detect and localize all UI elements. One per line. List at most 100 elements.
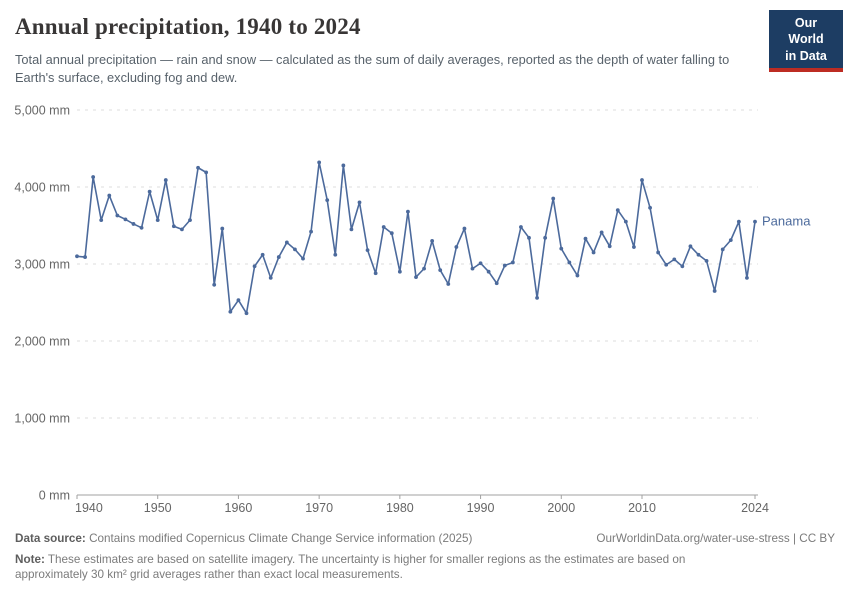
data-point[interactable] — [704, 259, 709, 263]
x-axis-tick-label: 2000 — [547, 501, 575, 515]
data-point[interactable] — [510, 260, 515, 265]
x-axis-tick-label: 1950 — [144, 501, 172, 515]
data-point[interactable] — [575, 273, 580, 278]
data-point[interactable] — [543, 235, 548, 240]
data-point[interactable] — [414, 275, 418, 279]
data-point[interactable] — [607, 244, 612, 249]
data-point[interactable] — [276, 255, 281, 259]
chart-subtitle: Total annual precipitation — rain and sn… — [15, 52, 730, 86]
data-point[interactable] — [389, 231, 394, 236]
data-point[interactable] — [155, 218, 160, 223]
data-point[interactable] — [349, 227, 354, 232]
data-point[interactable] — [196, 165, 200, 170]
data-point[interactable] — [591, 250, 596, 255]
data-point[interactable] — [397, 269, 402, 274]
data-point[interactable] — [527, 235, 531, 240]
data-point[interactable] — [341, 163, 346, 168]
data-point[interactable] — [583, 236, 588, 241]
data-point[interactable] — [244, 311, 249, 316]
data-point[interactable] — [446, 282, 451, 286]
data-point[interactable] — [357, 200, 362, 205]
data-point[interactable] — [664, 262, 669, 267]
data-point[interactable] — [438, 268, 443, 273]
data-point[interactable] — [753, 219, 757, 224]
data-point[interactable] — [180, 227, 184, 232]
data-point[interactable] — [260, 252, 265, 257]
data-point[interactable] — [212, 282, 217, 287]
data-point[interactable] — [406, 209, 410, 214]
data-point[interactable] — [365, 248, 370, 253]
owid-logo[interactable]: Our World in Data — [769, 10, 843, 72]
data-point[interactable] — [373, 271, 378, 276]
y-axis-tick-label: 0 mm — [39, 489, 70, 503]
data-point[interactable] — [236, 298, 241, 303]
data-point[interactable] — [599, 230, 604, 235]
data-point[interactable] — [551, 196, 556, 201]
data-point[interactable] — [252, 264, 257, 269]
x-axis-tick-label: 1970 — [305, 501, 333, 515]
data-point[interactable] — [728, 238, 733, 243]
data-point[interactable] — [502, 263, 507, 268]
data-point[interactable] — [268, 275, 273, 280]
data-point[interactable] — [519, 225, 523, 229]
data-point[interactable] — [478, 261, 483, 266]
data-point[interactable] — [640, 178, 644, 182]
data-point[interactable] — [83, 255, 87, 259]
footer-source-row: Data source: Contains modified Copernicu… — [15, 531, 835, 546]
data-point[interactable] — [623, 219, 628, 224]
data-point[interactable] — [535, 295, 539, 300]
data-point[interactable] — [720, 247, 725, 252]
data-point[interactable] — [381, 225, 386, 229]
data-point[interactable] — [325, 198, 330, 202]
data-point[interactable] — [680, 264, 685, 269]
data-point[interactable] — [163, 178, 168, 182]
footer-link[interactable]: OurWorldinData.org/water-use-stress | CC… — [596, 532, 835, 545]
data-point[interactable] — [139, 225, 144, 230]
data-point[interactable] — [115, 213, 120, 218]
data-point[interactable] — [632, 245, 636, 249]
data-point[interactable] — [171, 224, 176, 229]
data-point[interactable] — [712, 289, 717, 293]
precipitation-chart[interactable]: 0 mm 1,000 mm 2,000 mm 3,000 mm 4,000 mm 5,00… — [0, 95, 850, 525]
owid-logo-line2: in Data — [785, 48, 827, 63]
data-point[interactable] — [131, 222, 136, 226]
data-point[interactable] — [317, 160, 322, 165]
data-point[interactable] — [91, 175, 96, 179]
data-point[interactable] — [301, 256, 305, 261]
y-axis-tick-label: 4,000 mm — [14, 181, 70, 195]
data-point[interactable] — [696, 252, 701, 257]
data-point[interactable] — [615, 208, 620, 212]
data-point[interactable] — [559, 246, 564, 251]
data-point[interactable] — [75, 254, 79, 259]
data-point[interactable] — [745, 275, 749, 280]
data-point[interactable] — [107, 193, 112, 198]
data-point[interactable] — [656, 250, 661, 255]
data-point[interactable] — [147, 189, 152, 194]
data-point[interactable] — [293, 247, 297, 252]
x-axis-tick-label: 1980 — [386, 501, 414, 515]
data-point[interactable] — [188, 218, 192, 223]
data-point[interactable] — [736, 219, 741, 224]
data-point[interactable] — [430, 239, 435, 243]
data-point[interactable] — [284, 240, 289, 245]
data-point[interactable] — [567, 260, 572, 265]
data-point[interactable] — [454, 245, 459, 249]
data-point[interactable] — [672, 257, 677, 262]
data-point[interactable] — [486, 269, 491, 274]
data-point[interactable] — [228, 309, 233, 314]
data-point[interactable] — [688, 244, 693, 249]
data-point[interactable] — [494, 281, 499, 286]
footer-note: Note: These estimates are based on satel… — [15, 552, 731, 583]
entity-label-panama[interactable]: Panama — [762, 214, 811, 229]
data-point[interactable] — [422, 266, 426, 271]
data-point[interactable] — [470, 266, 475, 271]
data-point[interactable] — [309, 229, 313, 234]
data-point[interactable] — [99, 218, 104, 223]
data-point[interactable] — [204, 170, 209, 175]
data-point[interactable] — [123, 217, 128, 222]
data-point[interactable] — [220, 226, 225, 231]
line-panama[interactable] — [76, 161, 756, 315]
data-point[interactable] — [462, 226, 467, 231]
data-point[interactable] — [648, 205, 652, 210]
data-point[interactable] — [333, 252, 338, 257]
